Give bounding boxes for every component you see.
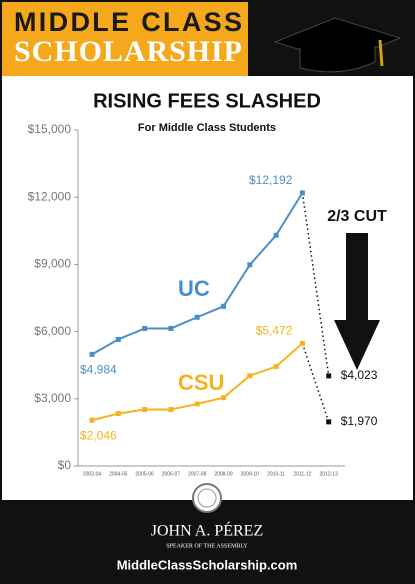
projection-line [301, 192, 330, 376]
series-name: UC [178, 276, 210, 301]
header-line1: MIDDLE CLASS [14, 7, 242, 37]
data-point [89, 417, 95, 423]
tassel [378, 39, 384, 67]
footer-name: JOHN A. PÉREZ [151, 521, 263, 540]
data-point [326, 419, 332, 425]
data-point [326, 373, 332, 379]
value-label: $4,023 [341, 368, 378, 382]
x-tick-label: 2003-04 [83, 471, 102, 477]
data-point [247, 262, 253, 268]
data-point [168, 325, 174, 331]
y-tick-label: $3,000 [34, 391, 71, 405]
chart-title: RISING FEES SLASHED [93, 90, 321, 112]
x-tick-label: 2004-05 [109, 471, 128, 477]
footer-role: SPEAKER OF THE ASSEMBLY [166, 543, 248, 549]
x-tick-label: 2011-12 [293, 471, 311, 477]
data-point [115, 336, 121, 342]
header-line2: SCHOLARSHIP [14, 35, 242, 68]
x-tick-label: 2012-13 [320, 471, 339, 477]
cap-base [299, 46, 376, 73]
value-label: $12,192 [249, 173, 293, 187]
data-point [221, 303, 226, 309]
cut-arrow [334, 233, 380, 370]
value-label: $5,472 [256, 324, 293, 338]
data-point [168, 407, 174, 413]
data-point [299, 190, 305, 196]
x-tick-label: 2010-11 [267, 471, 285, 477]
data-point [247, 373, 253, 379]
x-tick-label: 2006-07 [162, 471, 181, 477]
data-point [115, 411, 121, 417]
annotation: 2/3 CUT [327, 208, 387, 225]
data-point [194, 401, 200, 407]
y-tick-label: $9,000 [34, 257, 71, 271]
series-name: CSU [178, 370, 224, 395]
y-tick-label: $12,000 [28, 189, 72, 203]
chart-subtitle: For Middle Class Students [138, 122, 276, 134]
data-point [142, 407, 148, 413]
y-tick-label: $15,000 [28, 122, 72, 136]
x-tick-label: 2008-09 [214, 471, 233, 477]
value-label: $4,984 [80, 363, 117, 377]
value-label: $1,970 [341, 414, 378, 428]
footer-band [2, 500, 413, 582]
data-point [194, 314, 200, 320]
value-label: $2,046 [80, 428, 117, 442]
data-point [273, 364, 279, 370]
footer-url: MiddleClassScholarship.com [117, 557, 298, 572]
data-point [273, 232, 279, 238]
data-point [89, 351, 95, 357]
x-tick-label: 2009-10 [241, 471, 260, 477]
x-tick-label: 2005-06 [135, 471, 154, 477]
data-point [299, 340, 305, 346]
data-point [221, 395, 226, 401]
y-tick-label: $0 [58, 458, 72, 472]
seal-inner [197, 488, 217, 508]
x-tick-label: 2007-08 [188, 471, 207, 477]
y-tick-label: $6,000 [34, 324, 71, 338]
data-point [142, 325, 148, 331]
seal [192, 483, 222, 513]
projection-line [301, 343, 330, 423]
